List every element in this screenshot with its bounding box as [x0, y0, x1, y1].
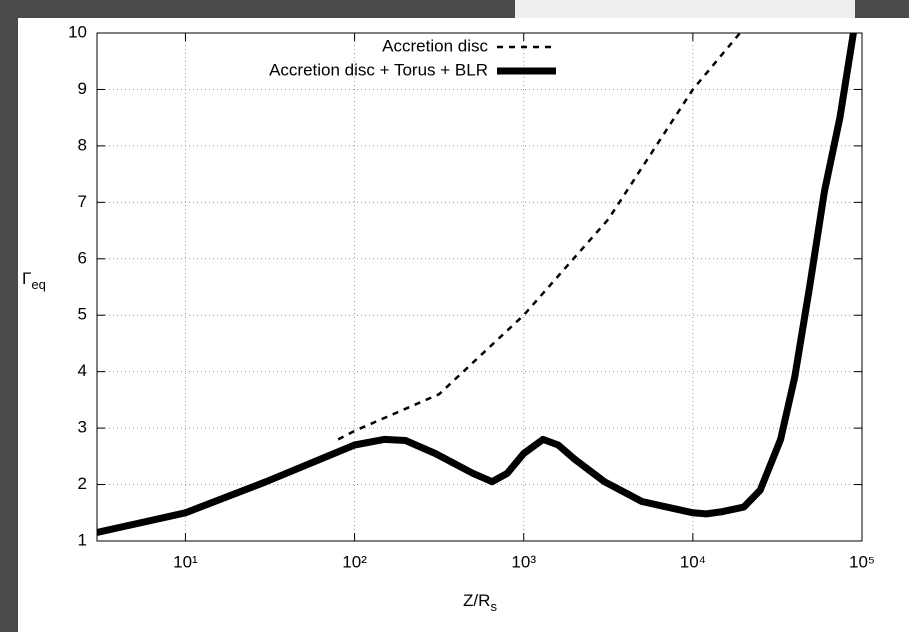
- x-tick-label: 10⁵: [849, 552, 875, 571]
- x-label-main: Z/R: [463, 591, 490, 610]
- chart-area: [18, 18, 909, 632]
- y-tick-label: 6: [78, 248, 87, 267]
- y-tick-label: 8: [78, 135, 87, 154]
- y-tick-label: 3: [78, 418, 87, 437]
- image-fragment: [515, 0, 855, 18]
- x-tick-label: 10³: [511, 552, 536, 571]
- x-tick-label: 10¹: [173, 552, 198, 571]
- legend-label: Accretion disc: [382, 36, 488, 55]
- x-tick-label: 10²: [342, 552, 367, 571]
- y-label-sub: eq: [31, 277, 45, 292]
- x-tick-label: 10⁴: [680, 552, 706, 571]
- legend-label: Accretion disc + Torus + BLR: [269, 60, 488, 79]
- y-axis-label: Γeq: [22, 269, 46, 292]
- y-tick-label: 10: [68, 22, 87, 41]
- y-tick-label: 9: [78, 79, 87, 98]
- series-line: [97, 33, 857, 536]
- y-tick-label: 2: [78, 474, 87, 493]
- x-label-sub: s: [490, 599, 497, 614]
- series-line: [337, 33, 741, 441]
- y-tick-label: 5: [78, 305, 87, 324]
- y-label-main: Γ: [22, 269, 31, 288]
- plot-frame: [96, 32, 863, 542]
- y-tick-label: 1: [78, 530, 87, 549]
- x-axis-label: Z/Rs: [463, 591, 497, 614]
- y-tick-label: 4: [78, 361, 87, 380]
- y-tick-label: 7: [78, 192, 87, 211]
